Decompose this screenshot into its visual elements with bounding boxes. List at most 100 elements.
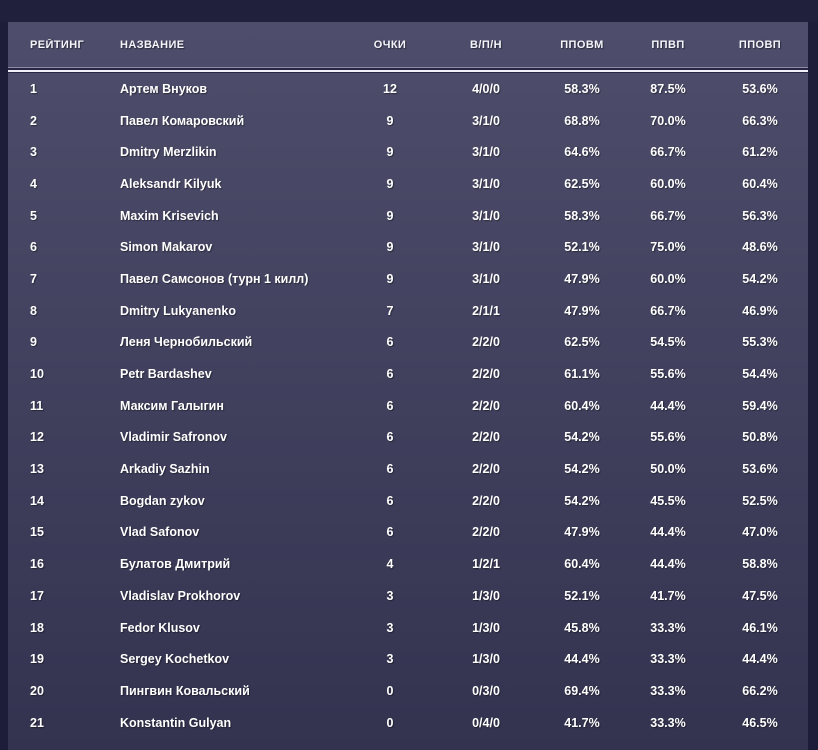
cell-ppovp: 53.6%: [742, 81, 778, 96]
cell-points: 12: [383, 81, 397, 96]
cell-ppovp: 54.4%: [742, 367, 778, 382]
cell-ppvp: 55.6%: [650, 430, 686, 445]
cell-wld: 4/0/0: [472, 81, 500, 96]
cell-rating: 2: [30, 113, 37, 128]
cell-ppvp: 66.7%: [650, 145, 686, 160]
table-row[interactable]: 4 Aleksandr Kilyuk 9 3/1/0 62.5% 60.0% 60.4%: [8, 168, 808, 200]
cell-rating: 18: [30, 620, 44, 635]
table-row[interactable]: 21 Konstantin Gulyan 0 0/4/0 41.7% 33.3% 46.5%: [8, 707, 808, 739]
cell-points: 3: [386, 588, 394, 603]
cell-rating: 20: [30, 683, 44, 698]
cell-name: Павел Самсонов (турн 1 килл): [120, 271, 309, 286]
cell-rating: 1: [30, 81, 37, 96]
column-header-rating: РЕЙТИНГ: [30, 38, 85, 51]
cell-ppovp: 53.6%: [742, 462, 778, 477]
table-row[interactable]: 11 Максим Галыгин 6 2/2/0 60.4% 44.4% 59.4%: [8, 390, 808, 422]
header-separator-line: [8, 67, 808, 73]
table-row[interactable]: 10 Petr Bardashev 6 2/2/0 61.1% 55.6% 54.4%: [8, 358, 808, 390]
cell-wld: 1/3/0: [472, 652, 500, 667]
cell-name: Максим Галыгин: [120, 398, 224, 413]
cell-points: 9: [386, 176, 394, 191]
cell-name: Petr Bardashev: [120, 367, 212, 382]
cell-ppovm: 44.4%: [564, 652, 600, 667]
table-row[interactable]: 3 Dmitry Merzlikin 9 3/1/0 64.6% 66.7% 61.2%: [8, 136, 808, 168]
cell-ppovm: 58.3%: [564, 208, 600, 223]
cell-ppvp: 44.4%: [650, 525, 686, 540]
ranking-table-panel: РЕЙТИНГ НАЗВАНИЕ ОЧКИ В/П/Н ППОВМ ППВП П…: [8, 22, 808, 750]
cell-ppvp: 54.5%: [650, 335, 686, 350]
table-row[interactable]: 5 Maxim Krisevich 9 3/1/0 58.3% 66.7% 56.3%: [8, 200, 808, 232]
table-row[interactable]: 19 Sergey Kochetkov 3 1/3/0 44.4% 33.3% 44.4%: [8, 643, 808, 675]
cell-ppvp: 45.5%: [650, 493, 686, 508]
cell-name: Леня Чернобильский: [120, 335, 253, 350]
table-header-row: РЕЙТИНГ НАЗВАНИЕ ОЧКИ В/П/Н ППОВМ ППВП П…: [8, 22, 808, 67]
cell-name: Артем Внуков: [120, 81, 208, 96]
column-header-name: НАЗВАНИЕ: [120, 38, 185, 51]
cell-rating: 21: [30, 715, 44, 730]
cell-ppovm: 62.5%: [564, 176, 600, 191]
column-header-ppvp: ППВП: [651, 38, 685, 51]
table-row[interactable]: 6 Simon Makarov 9 3/1/0 52.1% 75.0% 48.6%: [8, 231, 808, 263]
cell-wld: 2/2/0: [472, 335, 500, 350]
cell-ppovm: 54.2%: [564, 430, 600, 445]
cell-points: 0: [386, 683, 394, 698]
cell-ppvp: 66.7%: [650, 208, 686, 223]
table-row[interactable]: 12 Vladimir Safronov 6 2/2/0 54.2% 55.6% 50.8%: [8, 422, 808, 454]
cell-ppovm: 52.1%: [564, 240, 600, 255]
cell-ppovp: 50.8%: [742, 430, 778, 445]
cell-wld: 3/1/0: [472, 271, 500, 286]
cell-rating: 7: [30, 271, 37, 286]
cell-name: Aleksandr Kilyuk: [120, 176, 222, 191]
table-row[interactable]: 20 Пингвин Ковальский 0 0/3/0 69.4% 33.3% 66.2…: [8, 675, 808, 707]
table-row[interactable]: 13 Arkadiy Sazhin 6 2/2/0 54.2% 50.0% 53.6%: [8, 453, 808, 485]
cell-name: Dmitry Lukyanenko: [120, 303, 237, 318]
cell-name: Павел Комаровский: [120, 113, 245, 128]
cell-ppovp: 55.3%: [742, 335, 778, 350]
cell-ppovp: 54.2%: [742, 271, 778, 286]
cell-points: 4: [386, 557, 394, 572]
table-row[interactable]: 17 Vladislav Prokhorov 3 1/3/0 52.1% 41.7% 47.…: [8, 580, 808, 612]
table-row[interactable]: 2 Павел Комаровский 9 3/1/0 68.8% 70.0% 66.3%: [8, 105, 808, 137]
cell-ppovp: 66.2%: [742, 683, 778, 698]
cell-wld: 0/3/0: [472, 683, 500, 698]
cell-ppovp: 56.3%: [742, 208, 778, 223]
cell-ppvp: 33.3%: [650, 715, 686, 730]
cell-rating: 17: [30, 588, 44, 603]
table-row[interactable]: 8 Dmitry Lukyanenko 7 2/1/1 47.9% 66.7% 46.9%: [8, 295, 808, 327]
cell-ppovp: 46.5%: [742, 715, 778, 730]
cell-points: 0: [386, 715, 394, 730]
cell-rating: 3: [30, 145, 37, 160]
cell-wld: 1/2/1: [472, 557, 500, 572]
cell-points: 9: [386, 271, 394, 286]
cell-points: 3: [386, 620, 394, 635]
table-row[interactable]: 16 Булатов Дмитрий 4 1/2/1 60.4% 44.4% 58.8%: [8, 548, 808, 580]
cell-wld: 2/2/0: [472, 493, 500, 508]
table-row[interactable]: 9 Леня Чернобильский 6 2/2/0 62.5% 54.5% 55.3%: [8, 327, 808, 359]
window-top-strip: [0, 0, 818, 22]
cell-ppvp: 55.6%: [650, 367, 686, 382]
cell-wld: 2/2/0: [472, 525, 500, 540]
cell-ppovp: 66.3%: [742, 113, 778, 128]
table-row[interactable]: 18 Fedor Klusov 3 1/3/0 45.8% 33.3% 46.1%: [8, 612, 808, 644]
table-row[interactable]: 15 Vlad Safonov 6 2/2/0 47.9% 44.4% 47.0%: [8, 517, 808, 549]
cell-wld: 2/1/1: [472, 303, 500, 318]
cell-ppovm: 60.4%: [564, 557, 600, 572]
cell-wld: 3/1/0: [472, 113, 500, 128]
cell-ppvp: 50.0%: [650, 462, 686, 477]
cell-ppvp: 44.4%: [650, 557, 686, 572]
cell-wld: 3/1/0: [472, 240, 500, 255]
table-row[interactable]: 1 Артем Внуков 12 4/0/0 58.3% 87.5% 53.6%: [8, 73, 808, 105]
cell-name: Maxim Krisevich: [120, 208, 219, 223]
cell-name: Konstantin Gulyan: [120, 715, 232, 730]
cell-rating: 11: [30, 398, 44, 413]
cell-rating: 19: [30, 652, 44, 667]
table-row[interactable]: 14 Bogdan zykov 6 2/2/0 54.2% 45.5% 52.5%: [8, 485, 808, 517]
cell-wld: 1/3/0: [472, 620, 500, 635]
table-row[interactable]: 7 Павел Самсонов (турн 1 килл) 9 3/1/0 47.9%…: [8, 263, 808, 295]
cell-name: Vladislav Prokhorov: [120, 588, 241, 603]
cell-ppovm: 41.7%: [564, 715, 600, 730]
cell-ppvp: 66.7%: [650, 303, 686, 318]
cell-name: Simon Makarov: [120, 240, 213, 255]
cell-rating: 15: [30, 525, 44, 540]
